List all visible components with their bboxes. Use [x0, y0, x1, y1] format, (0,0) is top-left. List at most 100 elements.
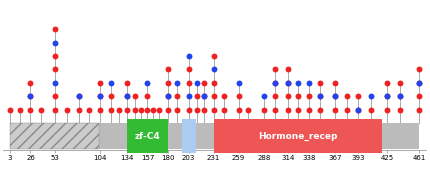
Point [235, 109, 242, 111]
Point [144, 95, 151, 98]
Text: zf-C4: zf-C4 [135, 132, 160, 141]
Point [193, 109, 200, 111]
Point [272, 81, 279, 84]
Point [367, 109, 374, 111]
Point [384, 95, 390, 98]
Point [138, 109, 144, 111]
Point [384, 81, 390, 84]
Point [284, 109, 291, 111]
Point [200, 95, 207, 98]
Point [51, 41, 58, 44]
Point [210, 109, 217, 111]
Point [306, 95, 313, 98]
Point [38, 109, 45, 111]
Point [221, 95, 228, 98]
Point [306, 109, 313, 111]
Point [97, 95, 104, 98]
Text: Hormone_recep: Hormone_recep [258, 132, 338, 141]
Point [64, 109, 71, 111]
Point [210, 55, 217, 57]
Point [306, 81, 313, 84]
Point [85, 109, 92, 111]
Point [185, 68, 192, 71]
Point [272, 81, 279, 84]
Point [415, 81, 422, 84]
Point [397, 81, 404, 84]
Point [51, 109, 58, 111]
Point [165, 95, 172, 98]
Point [397, 95, 404, 98]
Point [193, 81, 200, 84]
Point [261, 109, 268, 111]
Point [367, 95, 374, 98]
Point [272, 68, 279, 71]
Point [165, 95, 172, 98]
Point [156, 109, 163, 111]
Point [235, 81, 242, 84]
Point [284, 68, 291, 71]
Point [284, 81, 291, 84]
Point [51, 95, 58, 98]
Point [193, 95, 200, 98]
Point [355, 109, 362, 111]
Bar [127, 119, 168, 153]
Point [332, 95, 338, 98]
Point [415, 95, 422, 98]
Point [108, 95, 114, 98]
Point [332, 95, 338, 98]
Point [75, 95, 82, 98]
Point [51, 81, 58, 84]
Point [284, 81, 291, 84]
Point [397, 95, 404, 98]
Point [295, 95, 302, 98]
Point [144, 109, 151, 111]
Point [108, 109, 114, 111]
Point [132, 109, 138, 111]
Point [165, 109, 172, 111]
Point [116, 109, 123, 111]
Point [144, 81, 151, 84]
Bar [10, 124, 419, 149]
Point [123, 95, 130, 98]
Point [415, 68, 422, 71]
Bar [214, 119, 382, 153]
Point [149, 109, 156, 111]
Point [97, 109, 104, 111]
Point [200, 81, 207, 84]
Point [295, 109, 302, 111]
Point [221, 109, 228, 111]
Point [75, 109, 82, 111]
Point [174, 95, 181, 98]
Point [316, 81, 323, 84]
Point [272, 109, 279, 111]
Point [235, 95, 242, 98]
Point [415, 81, 422, 84]
Point [316, 95, 323, 98]
Point [6, 109, 13, 111]
Point [108, 81, 114, 84]
Point [185, 81, 192, 84]
Point [272, 95, 279, 98]
Point [316, 95, 323, 98]
Point [284, 95, 291, 98]
Point [27, 81, 34, 84]
Point [355, 109, 362, 111]
Point [210, 81, 217, 84]
Point [165, 68, 172, 71]
Point [97, 95, 104, 98]
Point [185, 109, 192, 111]
Point [97, 81, 104, 84]
Point [27, 95, 34, 98]
Point [123, 109, 130, 111]
Bar [10, 124, 99, 149]
Point [332, 109, 338, 111]
Point [261, 95, 268, 98]
Point [16, 109, 23, 111]
Point [343, 109, 350, 111]
Point [295, 81, 302, 84]
Point [174, 81, 181, 84]
Point [210, 95, 217, 98]
Point [75, 95, 82, 98]
Point [210, 68, 217, 71]
Point [200, 95, 207, 98]
